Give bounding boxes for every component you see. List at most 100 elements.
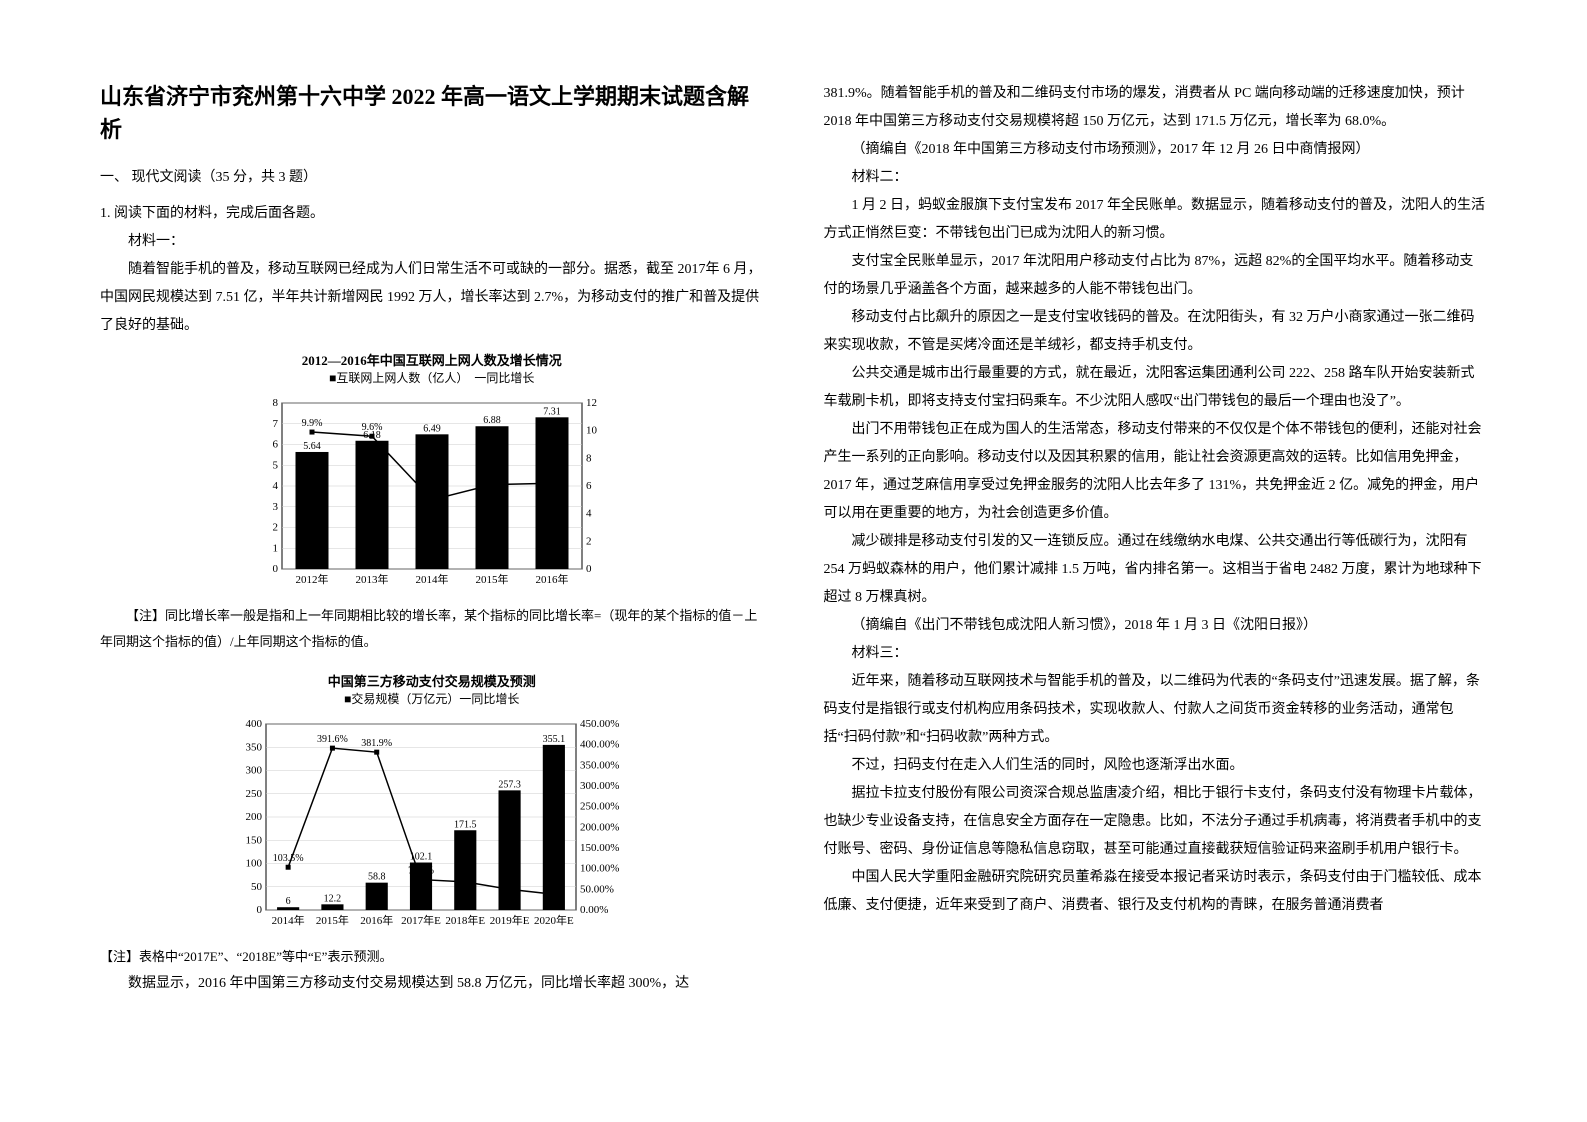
left-column: 山东省济宁市兖州第十六中学 2022 年高一语文上学期期末试题含解析 一、 现代… [100, 80, 764, 1082]
svg-text:2016年: 2016年 [535, 572, 568, 586]
chart-1-title: 2012—2016年中国互联网上网人数及增长情况 [100, 352, 764, 370]
svg-text:9.9%: 9.9% [301, 418, 322, 429]
svg-text:7.31: 7.31 [543, 406, 561, 417]
right-p11: 中国人民大学重阳金融研究院研究员董希淼在接受本报记者采访时表示，条码支付由于门槛… [824, 864, 1488, 920]
svg-text:6: 6 [285, 896, 290, 907]
svg-text:0: 0 [272, 563, 278, 575]
svg-text:350: 350 [245, 741, 262, 753]
svg-text:2017年E: 2017年E [401, 913, 441, 927]
svg-text:250.00%: 250.00% [580, 801, 619, 813]
svg-text:2019年E: 2019年E [489, 913, 529, 927]
q1-head: 1. 阅读下面的材料，完成后面各题。 [100, 200, 764, 228]
svg-text:171.5: 171.5 [454, 819, 477, 830]
svg-text:50: 50 [251, 881, 263, 893]
chart-2: 中国第三方移动支付交易规模及预测 ■交易规模（万亿元）一同比增长 0 50 100 1… [100, 673, 764, 932]
svg-text:250: 250 [245, 788, 262, 800]
svg-text:0: 0 [256, 904, 262, 916]
right-p8: 近年来，随着移动互联网技术与智能手机的普及，以二维码为代表的“条码支付”迅速发展… [824, 668, 1488, 752]
svg-text:6: 6 [586, 480, 592, 492]
svg-text:150: 150 [245, 834, 262, 846]
svg-text:12.2: 12.2 [323, 893, 341, 904]
svg-text:2016年: 2016年 [360, 913, 393, 927]
svg-text:450.00%: 450.00% [580, 718, 619, 730]
svg-text:5%: 5% [425, 486, 438, 497]
section-1-head: 一、 现代文阅读（35 分，共 3 题） [100, 164, 764, 192]
svg-text:0: 0 [586, 563, 592, 575]
svg-text:350.00%: 350.00% [580, 759, 619, 771]
svg-text:100: 100 [245, 857, 262, 869]
svg-text:8: 8 [586, 452, 592, 464]
svg-text:12: 12 [586, 397, 597, 409]
svg-text:2: 2 [586, 535, 592, 547]
svg-text:391.6%: 391.6% [317, 734, 348, 745]
material-1-p2: 数据显示，2016 年中国第三方移动支付交易规模达到 58.8 万亿元，同比增长… [100, 970, 764, 998]
svg-text:6.88: 6.88 [483, 415, 501, 426]
svg-text:6.1%: 6.1% [481, 471, 502, 482]
right-p1: 381.9%。随着智能手机的普及和二维码支付市场的爆发，消费者从 PC 端向移动… [824, 80, 1488, 136]
chart-2-svg: 0 50 100 150 200 250 300 350 400 0.00% 50.00% 100.0… [232, 712, 632, 932]
svg-text:10: 10 [586, 425, 598, 437]
material-3-label: 材料三： [824, 640, 1488, 668]
svg-text:50%: 50% [500, 875, 518, 886]
chart-1-legend: ■互联网上网人数（亿人） 一同比增长 [100, 370, 764, 387]
chart-1-note: 【注】同比增长率一般是指和上一年同期相比较的增长率，某个指标的同比增长率=（现年… [100, 603, 764, 655]
svg-text:38%: 38% [544, 880, 562, 891]
svg-text:400: 400 [245, 718, 262, 730]
svg-text:68%: 68% [456, 868, 474, 879]
right-p10: 据拉卡拉支付股份有限公司资深合规总监唐凌介绍，相比于银行卡支付，条码支付没有物理… [824, 780, 1488, 864]
svg-text:400.00%: 400.00% [580, 739, 619, 751]
svg-text:2020年E: 2020年E [534, 913, 574, 927]
chart-1: 2012—2016年中国互联网上网人数及增长情况 ■互联网上网人数（亿人） 一同… [100, 352, 764, 591]
svg-text:0.00%: 0.00% [580, 904, 608, 916]
svg-text:150.00%: 150.00% [580, 842, 619, 854]
svg-text:6.2%: 6.2% [541, 469, 562, 480]
svg-text:2013年: 2013年 [355, 572, 388, 586]
svg-text:2015年: 2015年 [475, 572, 508, 586]
right-p4: 移动支付占比飙升的原因之一是支付宝收钱码的普及。在沈阳街头，有 32 万户小商家… [824, 304, 1488, 360]
svg-text:2012年: 2012年 [295, 572, 328, 586]
chart-2-legend: ■交易规模（万亿元）一同比增长 [100, 691, 764, 708]
svg-text:4: 4 [272, 480, 278, 492]
svg-text:3: 3 [272, 501, 278, 513]
svg-text:5.64: 5.64 [303, 441, 321, 452]
chart-1-svg: 0123456780246810125.642012年6.182013年6.49… [252, 391, 612, 591]
chart-2-note: 【注】表格中“2017E”、“2018E”等中“E”表示预测。 [100, 944, 764, 970]
right-src2: （摘编自《出门不带钱包成沈阳人新习惯》，2018 年 1 月 3 日《沈阳日报》… [824, 612, 1488, 640]
svg-text:5: 5 [272, 459, 278, 471]
doc-title: 山东省济宁市兖州第十六中学 2022 年高一语文上学期期末试题含解析 [100, 80, 764, 146]
svg-text:2018年E: 2018年E [445, 913, 485, 927]
svg-text:4: 4 [586, 508, 592, 520]
svg-text:103.5%: 103.5% [272, 853, 303, 864]
svg-text:300.00%: 300.00% [580, 780, 619, 792]
svg-text:200.00%: 200.00% [580, 821, 619, 833]
material-2-label: 材料二： [824, 164, 1488, 192]
svg-text:50.00%: 50.00% [580, 883, 614, 895]
right-column: 381.9%。随着智能手机的普及和二维码支付市场的爆发，消费者从 PC 端向移动… [824, 80, 1488, 1082]
svg-text:2: 2 [272, 521, 278, 533]
svg-text:2014年: 2014年 [415, 572, 448, 586]
right-p5: 公共交通是城市出行最重要的方式，就在最近，沈阳客运集团通利公司 222、258 … [824, 360, 1488, 416]
svg-text:100.00%: 100.00% [580, 863, 619, 875]
svg-text:300: 300 [245, 764, 262, 776]
svg-text:381.9%: 381.9% [361, 738, 392, 749]
svg-text:73.6%: 73.6% [408, 866, 434, 877]
chart-2-title: 中国第三方移动支付交易规模及预测 [100, 673, 764, 691]
svg-text:257.3: 257.3 [498, 779, 520, 790]
svg-text:200: 200 [245, 811, 262, 823]
svg-text:2014年: 2014年 [271, 913, 304, 927]
material-1-label: 材料一： [100, 228, 764, 256]
right-p7: 减少碳排是移动支付引发的又一连锁反应。通过在线缴纳水电煤、公共交通出行等低碳行为… [824, 528, 1488, 612]
right-p6: 出门不用带钱包正在成为国人的生活常态，移动支付带来的不仅仅是个体不带钱包的便利，… [824, 416, 1488, 528]
right-p3: 支付宝全民账单显示，2017 年沈阳用户移动支付占比为 87%，远超 82%的全… [824, 248, 1488, 304]
svg-text:355.1: 355.1 [542, 734, 565, 745]
svg-text:9.6%: 9.6% [361, 422, 382, 433]
svg-text:6: 6 [272, 438, 278, 450]
svg-text:8: 8 [272, 397, 278, 409]
svg-text:7: 7 [272, 418, 278, 430]
svg-text:2015年: 2015年 [316, 913, 349, 927]
svg-text:58.8: 58.8 [368, 872, 386, 883]
right-p9: 不过，扫码支付在走入人们生活的同时，风险也逐渐浮出水面。 [824, 752, 1488, 780]
right-src1: （摘编自《2018 年中国第三方移动支付市场预测》，2017 年 12 月 26… [824, 136, 1488, 164]
svg-text:1: 1 [272, 542, 278, 554]
svg-text:6.49: 6.49 [423, 423, 441, 434]
